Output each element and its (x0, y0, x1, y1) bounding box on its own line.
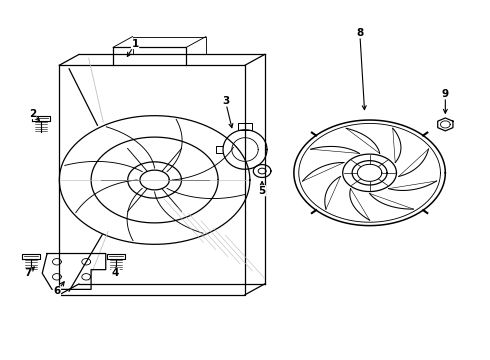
Text: 6: 6 (53, 286, 60, 296)
Text: 5: 5 (259, 186, 266, 196)
Text: 8: 8 (356, 28, 364, 38)
Text: 3: 3 (222, 96, 229, 106)
Text: 1: 1 (131, 39, 139, 49)
Text: 7: 7 (24, 268, 31, 278)
Text: 4: 4 (112, 268, 119, 278)
Text: 2: 2 (29, 109, 36, 119)
Text: 9: 9 (442, 89, 449, 99)
